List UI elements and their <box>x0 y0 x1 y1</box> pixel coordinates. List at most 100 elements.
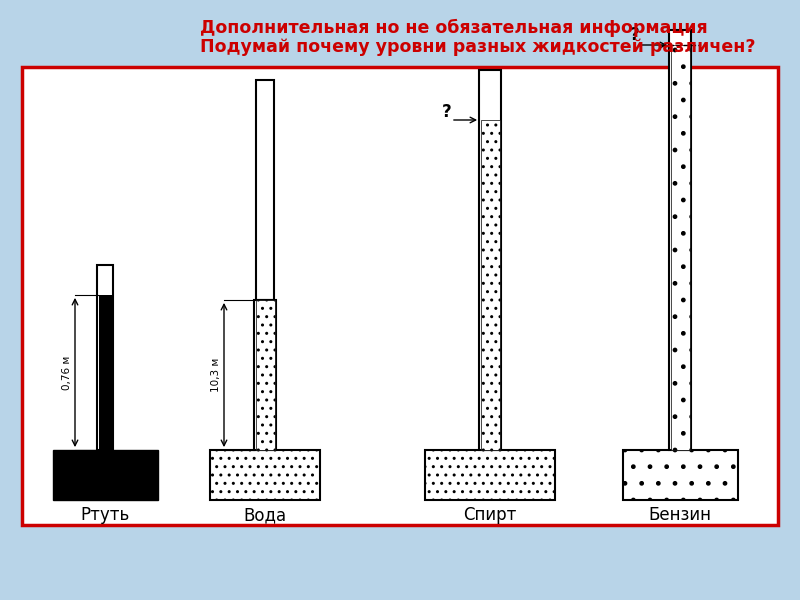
Bar <box>0 557 800 558</box>
Bar <box>0 232 800 233</box>
Bar <box>0 316 800 317</box>
Bar <box>0 105 800 106</box>
Bar <box>0 189 800 190</box>
Bar <box>0 78 800 79</box>
Bar <box>0 466 800 467</box>
Bar <box>0 269 800 270</box>
Bar <box>0 140 800 141</box>
Bar <box>0 468 800 469</box>
Bar <box>0 205 800 206</box>
Bar <box>0 174 800 175</box>
Bar <box>0 539 800 540</box>
Bar <box>0 304 800 305</box>
Bar <box>0 301 800 302</box>
Bar <box>0 450 800 451</box>
Bar <box>0 341 800 342</box>
Bar <box>0 375 800 376</box>
Bar <box>0 108 800 109</box>
Bar <box>0 441 800 442</box>
Bar <box>0 581 800 582</box>
Bar <box>0 489 800 490</box>
Bar <box>0 596 800 597</box>
Bar <box>0 457 800 458</box>
Bar <box>0 175 800 176</box>
Bar <box>0 556 800 557</box>
Bar <box>0 427 800 428</box>
Bar <box>0 160 800 161</box>
Bar <box>0 405 800 406</box>
Bar <box>0 509 800 510</box>
Bar <box>0 554 800 555</box>
Bar <box>0 7 800 8</box>
Bar <box>0 95 800 96</box>
Bar <box>0 497 800 498</box>
Bar <box>0 541 800 542</box>
Bar <box>0 228 800 229</box>
Bar <box>0 442 800 443</box>
Bar <box>0 216 800 217</box>
Bar <box>0 323 800 324</box>
Bar <box>0 33 800 34</box>
Bar <box>0 464 800 465</box>
Bar <box>0 109 800 110</box>
Bar <box>0 565 800 566</box>
Bar <box>0 372 800 373</box>
Bar <box>0 187 800 188</box>
Bar <box>0 389 800 390</box>
Bar <box>0 446 800 447</box>
Bar <box>0 360 800 361</box>
Bar <box>0 358 800 359</box>
Bar <box>0 164 800 165</box>
Bar <box>0 201 800 202</box>
Bar <box>0 521 800 522</box>
Bar <box>0 63 800 64</box>
Bar <box>0 325 800 326</box>
Bar <box>0 300 800 301</box>
Bar <box>0 339 800 340</box>
Bar <box>0 456 800 457</box>
Bar <box>0 190 800 191</box>
Bar <box>0 401 800 402</box>
Bar <box>0 163 800 164</box>
Bar <box>0 117 800 118</box>
Bar <box>0 452 800 453</box>
Bar <box>0 449 800 450</box>
Bar <box>0 404 800 405</box>
Bar <box>0 523 800 524</box>
Bar <box>0 47 800 48</box>
Bar <box>0 348 800 349</box>
Bar <box>0 284 800 285</box>
Bar <box>0 499 800 500</box>
Bar <box>0 115 800 116</box>
Bar <box>0 542 800 543</box>
Bar <box>0 344 800 345</box>
Bar <box>0 37 800 38</box>
Bar <box>0 351 800 352</box>
Bar <box>0 44 800 45</box>
Bar <box>0 21 800 22</box>
Bar <box>0 124 800 125</box>
Bar <box>0 156 800 157</box>
Bar <box>0 407 800 408</box>
Bar <box>0 444 800 445</box>
Bar <box>0 136 800 137</box>
Bar <box>0 507 800 508</box>
Bar <box>0 393 800 394</box>
Bar <box>0 458 800 459</box>
Bar <box>0 367 800 368</box>
Bar <box>0 550 800 551</box>
Bar <box>0 564 800 565</box>
Bar <box>0 477 800 478</box>
Bar <box>0 143 800 144</box>
Bar <box>0 353 800 354</box>
Bar <box>0 580 800 581</box>
Bar <box>0 424 800 425</box>
Bar <box>0 196 800 197</box>
Bar <box>0 598 800 599</box>
Bar <box>0 462 800 463</box>
Bar <box>0 589 800 590</box>
Bar <box>0 563 800 564</box>
Bar <box>0 19 800 20</box>
Bar <box>0 166 800 167</box>
Bar <box>0 2 800 3</box>
